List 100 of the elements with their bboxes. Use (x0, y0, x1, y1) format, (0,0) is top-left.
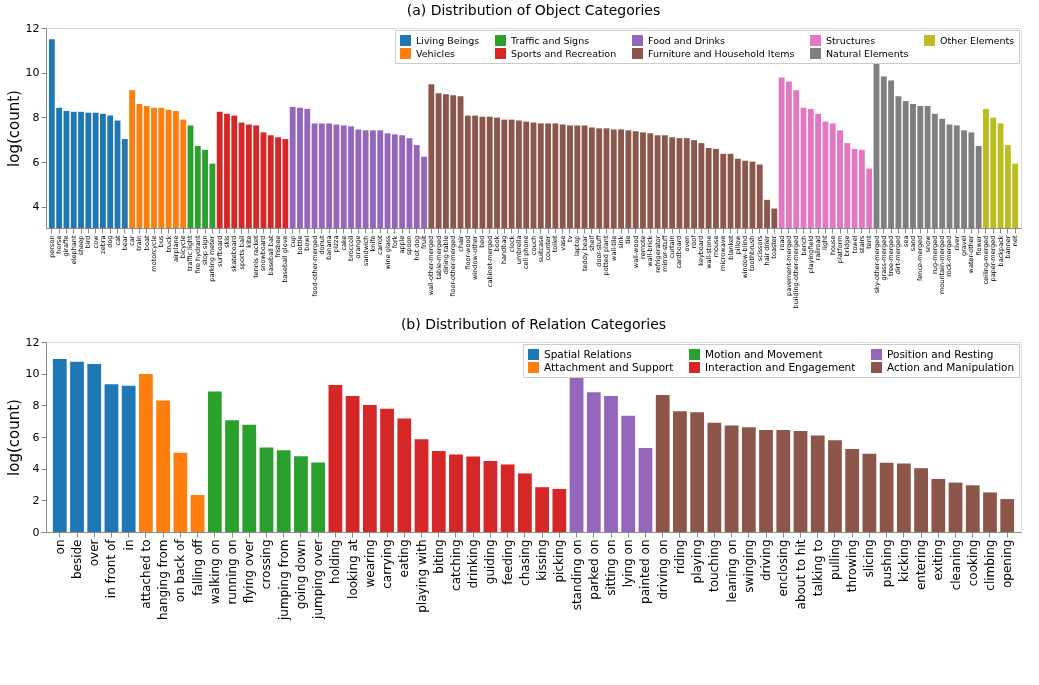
x-tick-label: attached to (138, 539, 153, 609)
bar (225, 420, 239, 532)
bar (362, 405, 377, 532)
bar (673, 411, 687, 532)
legend-label: Natural Elements (826, 47, 909, 59)
y-tick-label: 12 (25, 335, 40, 349)
y-tick-label: 4 (32, 200, 40, 214)
x-tick-label: jumping from (276, 539, 291, 622)
x-tick-label: about to hit (793, 539, 808, 610)
bar (690, 412, 705, 532)
x-tick-label: playing (690, 539, 705, 584)
x-tick-label: kissing (535, 539, 550, 581)
x-tick-label: entering (914, 539, 929, 591)
x-tick-label: leaning on (724, 539, 739, 603)
x-tick-label: painted on (638, 539, 653, 604)
y-tick-label: 8 (32, 398, 40, 412)
x-tick-label: on back of (173, 538, 188, 603)
x-tick-label: driving on (655, 539, 670, 600)
bar (276, 450, 291, 532)
y-tick-label: 4 (32, 462, 40, 476)
legend-label: Action and Manipulation (887, 360, 1015, 373)
x-tick-label: playing with (414, 539, 429, 613)
x-tick-label: on (52, 539, 67, 555)
bar (345, 395, 360, 532)
bar (397, 418, 412, 532)
x-tick-label: flying over (242, 539, 257, 604)
bar (828, 440, 842, 532)
x-tick-label: hanging from (156, 539, 171, 620)
bar (173, 452, 188, 532)
x-tick-label: opening (1000, 539, 1015, 589)
x-tick-label: catching (448, 539, 463, 591)
x-tick-label: throwing (845, 539, 860, 593)
bar (259, 447, 274, 532)
legend-label: Traffic and Signs (510, 34, 590, 46)
y-tick-label: 0 (32, 525, 40, 539)
legend-label: Structures (826, 34, 876, 46)
y-tick-label: 12 (25, 21, 40, 35)
bar (156, 400, 171, 532)
x-tick-label: feeding (500, 539, 515, 585)
legend-label: Interaction and Engagement (705, 360, 856, 373)
x-tick-label: climbing (982, 539, 997, 591)
x-tick-label: slicing (862, 539, 877, 578)
x-tick-label: lying on (621, 539, 636, 588)
y-tick-label: 2 (32, 493, 40, 507)
y-tick-label: 8 (32, 110, 40, 124)
bar (500, 464, 515, 532)
x-tick-label: pulling (827, 539, 842, 580)
bar (965, 485, 980, 532)
bar (896, 463, 911, 532)
bar (845, 449, 860, 532)
x-tick-label: pushing (879, 539, 894, 588)
x-tick-label: falling off (190, 538, 205, 596)
bar (604, 395, 618, 532)
bar (311, 462, 326, 532)
legend-label: Attachment and Support (544, 360, 674, 373)
x-tick-label: over (87, 539, 102, 567)
x-tick-label: talking to (810, 539, 825, 597)
x-tick-label: riding (672, 539, 687, 574)
bar (776, 430, 791, 532)
y-axis-title: log(count) (4, 399, 23, 476)
y-tick-label: 6 (32, 155, 40, 169)
bar (121, 385, 136, 532)
legend-label: Motion and Movement (705, 347, 823, 360)
bar (983, 492, 997, 532)
legend-label: Other Elements (940, 34, 1015, 46)
bar (931, 478, 946, 532)
bar (862, 453, 877, 532)
bar (948, 482, 963, 532)
legend-label: Food and Drinks (648, 34, 726, 46)
bar (328, 385, 343, 532)
x-tick-label: picking (552, 539, 567, 583)
legend-label: Spatial Relations (544, 347, 632, 360)
x-tick-label: biting (431, 539, 446, 574)
bar (294, 456, 308, 532)
x-tick-label: looking at (345, 539, 360, 599)
chart-title: (b) Distribution of Relation Categories (400, 316, 667, 332)
x-tick-label: in front of (104, 538, 119, 599)
bar (810, 435, 825, 532)
x-tick-label: crossing (259, 539, 274, 590)
y-axis-title: log(count) (4, 90, 23, 167)
bar (914, 468, 928, 532)
bar (569, 376, 584, 532)
x-tick-label: standing on (569, 539, 584, 611)
bar (793, 430, 808, 532)
y-tick-label: 10 (25, 66, 40, 80)
bar (621, 415, 636, 532)
bar (190, 494, 205, 532)
chart-title: (a) Distribution of Object Categories (406, 2, 661, 18)
bar (207, 391, 222, 532)
x-tick-label: running on (225, 539, 240, 605)
bar (380, 408, 394, 532)
bar (759, 430, 773, 532)
x-tick-label: kicking (896, 539, 911, 582)
bar (1000, 499, 1015, 532)
x-tick-label: chasing (517, 539, 532, 586)
bar (449, 454, 463, 532)
x-tick-label: walking on (207, 539, 222, 605)
bar (879, 462, 894, 532)
x-tick-label: sitting on (604, 539, 619, 596)
x-tick-label: eating (397, 539, 412, 578)
